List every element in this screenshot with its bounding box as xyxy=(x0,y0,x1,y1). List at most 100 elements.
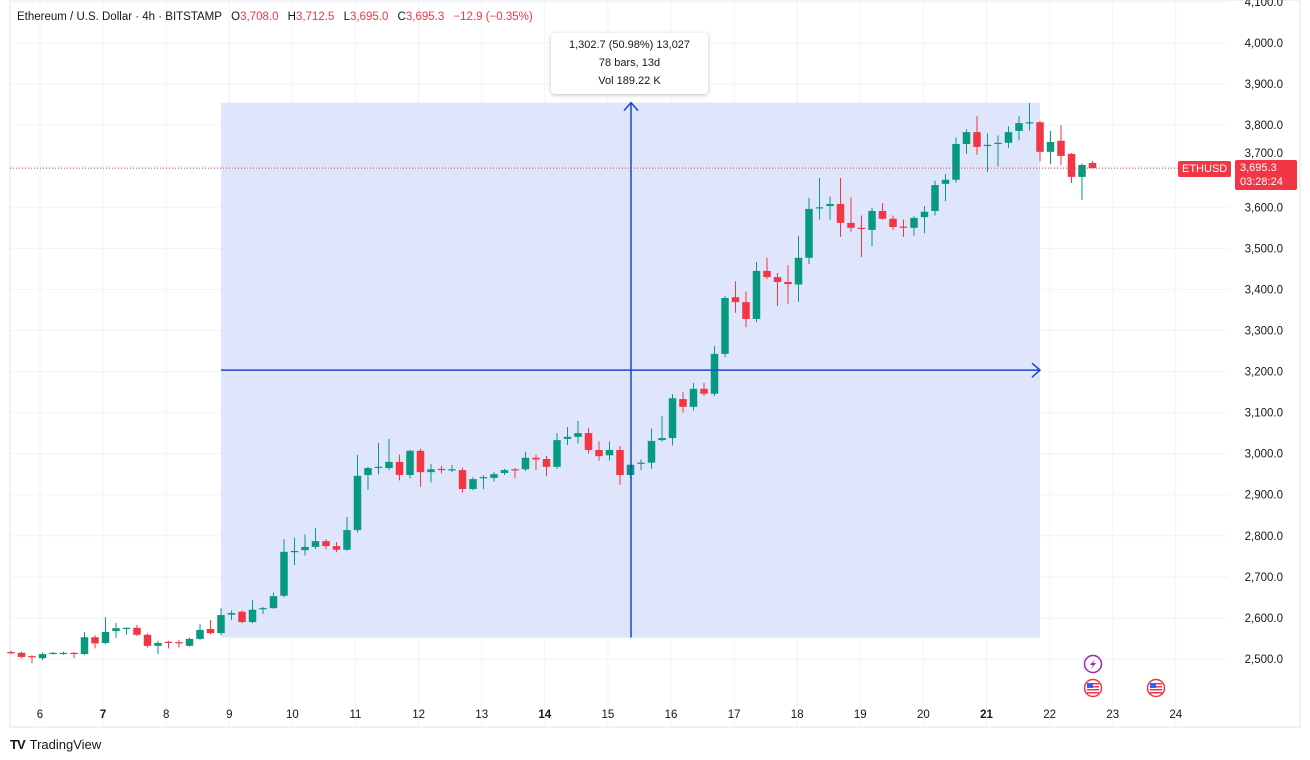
x-tick-label: 14 xyxy=(538,709,551,721)
flag-stripe xyxy=(1087,692,1099,694)
arrow-right-icon xyxy=(1031,362,1042,378)
y-tick-label: 3,600.0 xyxy=(1245,202,1283,214)
x-tick-label: 9 xyxy=(226,709,232,721)
candle-body xyxy=(521,457,530,470)
close-label: C xyxy=(397,11,406,23)
candle-body xyxy=(269,596,278,609)
candle-body xyxy=(91,637,99,644)
candle-body xyxy=(889,218,897,227)
y-tick-label: 2,500.0 xyxy=(1245,654,1283,666)
candle-body xyxy=(857,227,866,230)
symbol-title[interactable]: Ethereum / U.S. Dollar · 4h · BITSTAMP xyxy=(17,11,222,23)
flag-canton xyxy=(1150,683,1156,688)
candle-body xyxy=(563,436,572,439)
candle-body xyxy=(112,628,120,632)
candle-body xyxy=(17,652,26,657)
y-tick-label: 2,800.0 xyxy=(1245,531,1283,543)
measure-change: 1,302.7 (50.98%) 13,027 xyxy=(568,39,691,51)
candle-body xyxy=(49,652,57,655)
candle-body xyxy=(910,217,918,228)
x-tick-label: 17 xyxy=(728,709,741,721)
candle-body xyxy=(742,302,750,319)
candle-body xyxy=(59,652,68,655)
candle-body xyxy=(122,627,131,629)
y-tick-label: 3,500.0 xyxy=(1245,243,1283,255)
candle-body xyxy=(994,142,1002,144)
candle-body xyxy=(154,642,162,646)
candle-body xyxy=(595,449,603,457)
flag-stripe xyxy=(1150,692,1162,694)
candle-body xyxy=(290,550,299,553)
flag-stripe xyxy=(1150,689,1162,691)
x-tick-label: 16 xyxy=(665,709,678,721)
candle-body xyxy=(416,450,425,473)
x-tick-label: 15 xyxy=(602,709,615,721)
candle-body xyxy=(658,438,666,441)
candle-body xyxy=(647,440,656,463)
candle-body xyxy=(406,450,414,476)
candle-body xyxy=(731,297,740,303)
measure-bars: 78 bars, 13d xyxy=(598,57,661,69)
candle-body xyxy=(920,211,929,218)
x-tick-label: 8 xyxy=(163,709,169,721)
candle-body xyxy=(962,132,971,145)
candle-body xyxy=(185,638,194,646)
candle-body xyxy=(217,615,225,634)
candle-body xyxy=(815,207,824,209)
candle-body xyxy=(784,282,792,285)
arrow-up-icon xyxy=(623,101,639,112)
y-tick-label: 3,800.0 xyxy=(1245,120,1283,132)
y-tick-label: 2,900.0 xyxy=(1245,490,1283,502)
candle-body xyxy=(1004,132,1013,143)
candle-body xyxy=(605,449,614,456)
candle-body xyxy=(1015,123,1023,131)
candle-body xyxy=(899,226,908,228)
candle-body xyxy=(101,631,110,643)
candle-body xyxy=(133,627,141,635)
candle-body xyxy=(458,470,467,489)
candle-body xyxy=(28,656,36,658)
candle-body xyxy=(1046,141,1055,152)
candle-body xyxy=(1025,122,1034,124)
candle-body xyxy=(616,449,624,476)
candle-body xyxy=(1088,162,1097,169)
candle-body xyxy=(973,132,981,147)
candle-body xyxy=(1057,140,1065,156)
candle-body xyxy=(805,208,813,258)
y-tick-label: 3,400.0 xyxy=(1245,284,1283,296)
candle-body xyxy=(500,470,509,473)
candle-body xyxy=(710,353,719,394)
candle-body xyxy=(941,179,950,184)
candle-body xyxy=(763,270,771,278)
y-tick-label: 3,300.0 xyxy=(1245,325,1283,337)
candle-body xyxy=(668,398,677,439)
x-tick-label: 11 xyxy=(350,709,362,721)
tradingview-branding[interactable]: TV TradingView xyxy=(10,737,101,752)
candle-body xyxy=(280,551,288,596)
candle-body xyxy=(490,474,498,478)
y-tick-label: 3,100.0 xyxy=(1245,408,1283,420)
last-price-tag: 3,695.3 03:28:24 xyxy=(1235,160,1297,190)
candle-body xyxy=(238,611,246,623)
x-tick-label: 18 xyxy=(791,709,804,721)
bar-countdown: 03:28:24 xyxy=(1240,176,1283,188)
low-value: 3,695.0 xyxy=(349,11,389,23)
candle-body xyxy=(364,468,372,476)
x-tick-label: 22 xyxy=(1043,709,1056,721)
candle-body xyxy=(332,546,341,550)
candle-body xyxy=(469,479,477,489)
candle-body xyxy=(542,459,551,467)
candle-body xyxy=(259,608,267,610)
candle-body xyxy=(532,457,540,460)
candle-body xyxy=(448,469,456,471)
x-tick-label: 21 xyxy=(980,709,993,721)
candle-body xyxy=(689,388,698,407)
candle-body xyxy=(143,634,152,646)
candle-body xyxy=(1067,153,1076,177)
high-label: H xyxy=(287,11,296,23)
y-tick-label: 2,600.0 xyxy=(1245,613,1283,625)
x-tick-label: 23 xyxy=(1106,709,1119,721)
candle-body xyxy=(931,185,939,211)
candle-body xyxy=(206,629,215,634)
